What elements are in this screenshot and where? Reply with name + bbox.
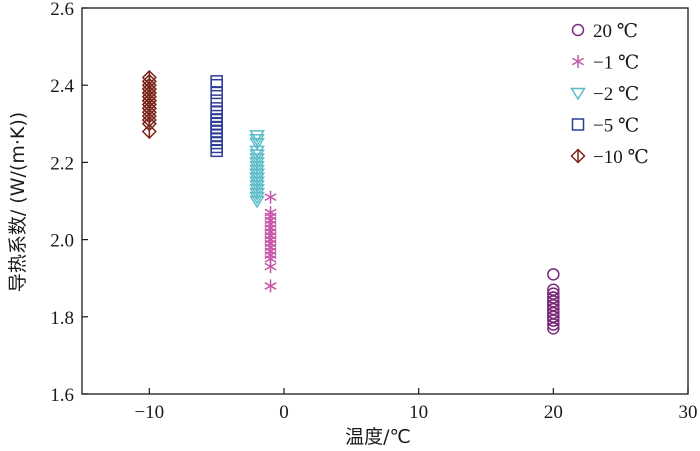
data-point (210, 102, 223, 115)
data-point (210, 121, 223, 134)
y-tick-label: 2.6 (50, 0, 74, 20)
legend-label: −10 ℃ (593, 147, 649, 168)
data-point (210, 129, 223, 142)
data-point (210, 109, 223, 123)
data-point (210, 113, 223, 127)
data-point (210, 140, 223, 154)
plot-frame (81, 7, 689, 395)
data-point (210, 105, 223, 119)
legend-marker (571, 118, 585, 131)
data-point (210, 94, 223, 107)
x-axis-title: 温度/℃ (345, 426, 411, 448)
data-point (547, 283, 560, 297)
data-point (210, 125, 223, 138)
data-point (210, 78, 223, 92)
data-point (264, 190, 277, 204)
series-group (141, 69, 157, 140)
series-group (210, 75, 223, 158)
data-point (249, 137, 265, 151)
data-point (210, 117, 223, 131)
asterisk-stroke (264, 262, 277, 271)
asterisk-stroke (264, 193, 277, 202)
data-point (210, 113, 223, 127)
data-point (210, 121, 223, 134)
y-axis-title: 导热系数/ (W/(m·K)) (7, 112, 29, 292)
data-point (249, 133, 265, 147)
x-tick-label: 20 (544, 402, 563, 423)
data-point (249, 153, 265, 166)
data-point (210, 75, 223, 88)
x-tick-label: 0 (279, 402, 289, 423)
data-point (210, 125, 223, 138)
data-point (264, 206, 277, 220)
legend-marker (571, 23, 585, 37)
x-tick-label: 10 (409, 402, 428, 423)
series-group (249, 130, 265, 209)
data-point (264, 279, 277, 293)
legend-label: −1 ℃ (593, 53, 639, 74)
x-tick-label: −10 (134, 402, 164, 423)
data-point (210, 117, 223, 131)
asterisk-stroke (571, 57, 585, 66)
data-point (210, 86, 223, 100)
data-point (547, 268, 560, 281)
legend-label: 20 ℃ (593, 21, 638, 42)
y-tick-label: 1.8 (50, 308, 74, 329)
data-point (141, 69, 157, 86)
data-point (210, 144, 223, 158)
asterisk-stroke (264, 282, 277, 290)
data-point (210, 136, 223, 150)
x-tick-label: 30 (679, 402, 698, 423)
data-point (547, 291, 560, 304)
legend-marker (570, 148, 586, 164)
data-point (249, 130, 265, 143)
data-point (547, 287, 560, 300)
legend-label: −5 ℃ (593, 116, 639, 137)
series-group (264, 190, 277, 293)
legend-label: −2 ℃ (593, 84, 639, 105)
series-group (547, 268, 560, 335)
y-tick-label: 2.4 (50, 76, 74, 97)
legend-marker (571, 55, 585, 68)
y-tick-label: 2.2 (50, 153, 74, 174)
y-tick-label: 1.6 (50, 385, 74, 406)
data-point (210, 132, 223, 146)
y-tick-label: 2.0 (50, 231, 74, 252)
asterisk-stroke (264, 208, 277, 217)
legend-marker (570, 87, 586, 101)
